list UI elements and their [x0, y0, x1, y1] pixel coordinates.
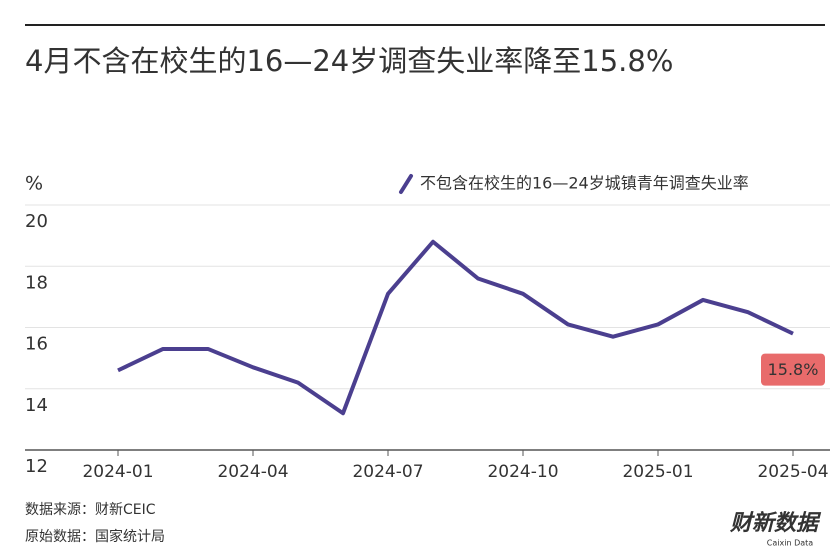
x-tick-label: 2024-07 — [352, 462, 423, 482]
source: 原始数据：国家统计局 — [25, 528, 165, 545]
legend-swatch — [399, 174, 413, 194]
y-tick-label: 16 — [25, 334, 48, 355]
logo: 财新数据 — [729, 510, 822, 536]
value-label: 15.8% — [768, 360, 819, 379]
data-line — [117, 239, 794, 416]
y-tick-label: 18 — [25, 272, 48, 293]
x-tick-label: 2024-01 — [82, 462, 153, 482]
logo-sub: Caixin Data — [767, 539, 813, 548]
x-tick-label: 2025-04 — [757, 462, 828, 482]
value-label-box — [761, 353, 825, 386]
legend-label: 不包含在校生的16—24岁城镇青年调查失业率 — [420, 174, 749, 193]
chart-title: 4月不含在校生的16—24岁调查失业率降至15.8% — [25, 44, 673, 78]
y-tick-label: 12 — [25, 456, 48, 477]
x-tick-label: 2025-01 — [622, 462, 693, 482]
y-unit: % — [25, 173, 43, 195]
y-tick-label: 20 — [25, 211, 48, 232]
x-tick-label: 2024-10 — [487, 462, 558, 482]
y-tick-label: 14 — [25, 395, 48, 416]
source: 数据来源：财新CEIC — [25, 502, 156, 518]
x-tick-label: 2024-04 — [217, 462, 288, 482]
